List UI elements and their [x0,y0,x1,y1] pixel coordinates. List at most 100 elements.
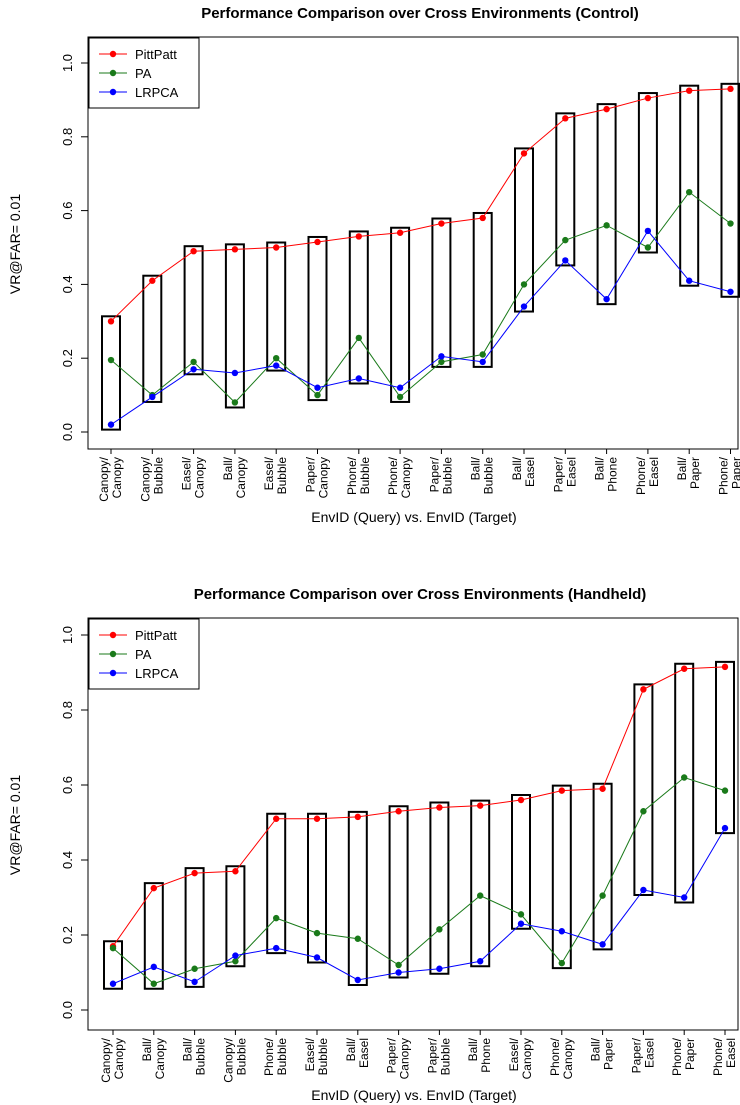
x-tick-label: Paper/ [385,1037,399,1073]
data-point-pittpatt [232,868,239,875]
data-point-pa [520,281,528,288]
data-point-lrpca [599,941,606,948]
x-axis: Canopy/Canopy Ball/Canopy Ball/Bubble Canop… [99,1030,738,1083]
legend-swatch-point [109,88,117,96]
y-tick-label: 0.8 [60,128,75,146]
data-point-pittpatt [273,815,280,822]
chart-title: Performance Comparison over Cross Enviro… [194,586,647,603]
series-lines [107,85,734,428]
range-box [347,810,368,986]
x-tick-label: Paper/ [551,456,565,492]
data-point-pa [599,892,606,899]
data-point-pittpatt [644,94,652,102]
data-point-pa [191,965,198,972]
x-tick-label: Canopy [399,457,413,498]
data-point-lrpca [232,952,239,959]
x-tick-label: Canopy/ [97,456,111,501]
range-box [679,84,700,287]
data-point-lrpca [109,980,117,987]
data-point-pa [395,961,402,969]
x-tick-label: Canopy/ [99,1037,113,1082]
x-tick-label: Paper [730,457,740,489]
x-tick-label: Canopy [398,1038,412,1079]
x-tick-label: Canopy [520,1038,534,1079]
y-axis-label: VR@FAR= 0.01 [7,194,23,294]
x-tick-label: Bubble [275,1038,289,1076]
x-tick-label: Paper/ [629,1037,643,1073]
x-tick-label: Phone/ [717,456,731,495]
data-point-lrpca [686,277,693,284]
x-tick-label: Bubble [358,457,372,495]
x-tick-label: Bubble [275,457,289,495]
data-point-pa [232,958,239,965]
x-tick-label: Ball/ [344,1037,358,1061]
x-tick-label: Easel/ [303,1037,317,1071]
range-box [390,226,411,403]
data-point-pa [558,959,565,967]
legend-label: LRPCA [135,666,179,681]
y-tick-label: 0.0 [60,423,75,441]
data-point-pa [231,399,239,406]
data-point-pittpatt [231,246,239,253]
x-tick-label: Easel [564,457,578,487]
y-tick-label: 0.6 [60,776,75,794]
x-tick-label: Ball/ [466,1037,480,1061]
y-tick-label: 0.6 [60,202,75,220]
y-tick-label: 0.0 [60,1001,75,1019]
x-tick-label: Phone/ [711,1037,725,1076]
range-box [266,812,287,955]
range-box [555,112,576,267]
range-boxes [101,82,740,431]
data-point-lrpca [314,384,321,391]
x-tick-label: Bubble [316,1038,330,1076]
x-tick-label: Ball/ [589,1037,603,1061]
data-point-pa [477,892,484,899]
data-point-pittpatt [681,665,688,672]
data-point-pa [314,391,321,399]
range-box [307,812,327,964]
data-point-lrpca [355,375,362,382]
data-point-lrpca [396,384,404,391]
x-tick-label: Easel [642,1038,656,1068]
data-point-pittpatt [599,785,606,792]
data-point-lrpca [395,969,402,976]
legend: PittPatt PA LRPCA [88,37,200,109]
x-tick-label: Phone/ [670,1037,684,1076]
x-tick-label: Canopy [317,457,331,498]
range-box [225,865,246,968]
data-point-lrpca [354,976,361,984]
range-box [388,805,409,979]
data-point-lrpca [479,358,486,366]
x-tick-label: Canopy [234,457,248,498]
range-box [142,274,163,403]
x-tick-label: Phone [479,1038,493,1073]
legend-label: PA [135,647,152,662]
range-box [596,103,617,306]
range-box [307,235,328,402]
data-point-pa [562,236,569,244]
x-axis: Canopy/Canopy Canopy/Bubble Easel/Canopy Ba… [97,449,740,502]
x-tick-label: Paper/ [427,456,441,492]
x-tick-label: Canopy [112,1038,126,1079]
y-axis: 0.0 0.2 0.4 0.6 0.8 1.0 [60,54,88,441]
series-line-pittpatt [112,666,726,947]
range-box [472,211,493,368]
range-boxes [103,660,735,990]
data-point-lrpca [477,958,484,965]
x-axis-label: EnvID (Query) vs. EnvID (Target) [311,1087,516,1103]
x-tick-label: Bubble [151,457,165,495]
x-tick-label: Easel/ [507,1037,521,1071]
data-point-pa [603,222,610,229]
range-box [514,147,534,313]
data-point-pa [273,914,280,922]
data-point-pittpatt [190,247,197,255]
data-point-pa [681,774,688,781]
data-point-pittpatt [313,815,321,822]
range-box [143,882,164,990]
x-tick-label: Easel [724,1038,738,1068]
range-box [266,241,287,372]
legend-swatch-point [109,50,117,58]
data-point-pittpatt [149,277,156,284]
data-point-pittpatt [477,802,484,809]
data-point-pittpatt [721,663,729,671]
